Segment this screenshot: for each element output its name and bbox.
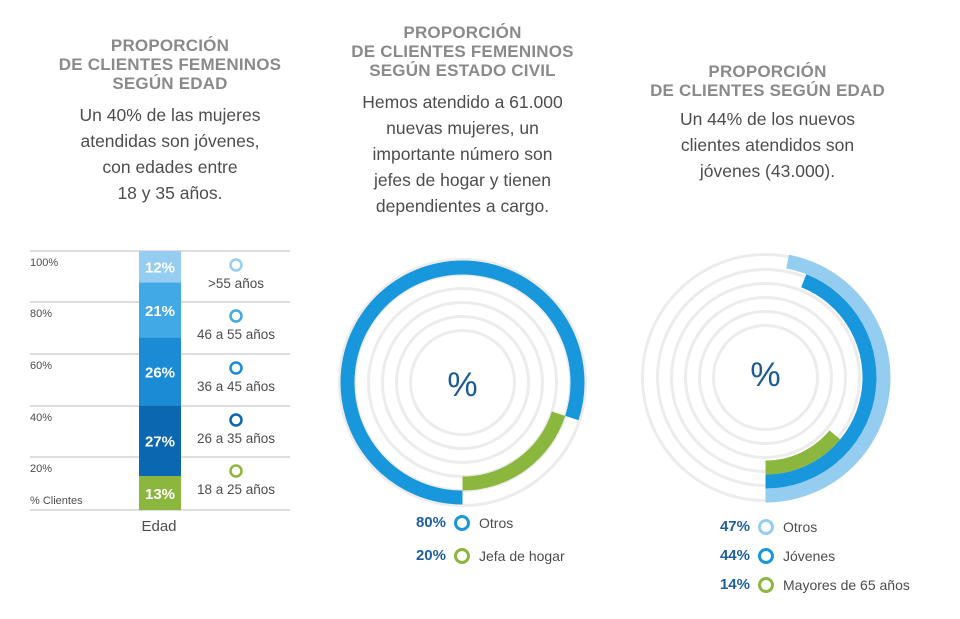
background-ring xyxy=(712,324,819,431)
panel1-title-line: PROPORCIÓN xyxy=(110,36,230,55)
legend-label: Otros xyxy=(783,518,818,535)
legend-pct: 14% xyxy=(719,576,750,593)
background-ring xyxy=(409,329,516,436)
legend-item: 44% Jóvenes xyxy=(704,547,835,564)
legend-dot-icon xyxy=(229,464,243,478)
panel3-desc-line: clientes atendidos son xyxy=(680,135,855,155)
legend-dot-icon xyxy=(229,258,243,272)
legend-label: 26 a 35 años xyxy=(197,431,275,446)
background-ring xyxy=(395,315,530,450)
panel1-title-line: SEGÚN EDAD xyxy=(112,74,228,93)
panel1-desc-line: 18 y 35 años. xyxy=(117,183,223,203)
legend-dot-icon xyxy=(229,309,243,323)
legend-pct: 80% xyxy=(415,514,446,531)
ring3-percent-symbol: % xyxy=(750,356,780,394)
ring2-arcs xyxy=(340,260,585,505)
panel3-description: Un 44% de los nuevos clientes atendidos … xyxy=(630,106,905,184)
legend-dot-icon xyxy=(229,413,243,427)
panel2-description: Hemos atendido a 61.000 nuevas mujeres, … xyxy=(325,89,600,219)
legend-label: >55 años xyxy=(208,276,264,291)
ring3-arcs xyxy=(765,254,891,503)
ring-arc xyxy=(765,430,841,475)
age-stacked-bar-chart: 100% 80% 60% 40% 20% 13% 27% 26% 21% 12% 18 a 25… xyxy=(30,250,290,535)
ring-arc xyxy=(340,260,585,505)
panel2-desc-line: dependientes a cargo. xyxy=(375,196,550,216)
legend-pct: 20% xyxy=(415,547,446,564)
panel2-desc-line: importante número son xyxy=(372,144,553,164)
bar-chart-y-ticks: 100% 80% 60% 40% 20% xyxy=(30,257,58,475)
bar-chart-legend: 18 a 25 años 26 a 35 años 36 a 45 años 46 a… xyxy=(197,258,275,497)
legend-item: 47% Otros xyxy=(704,518,817,535)
legend-pct: 44% xyxy=(719,547,750,564)
legend-dot-icon xyxy=(454,514,470,531)
panel1-title: PROPORCIÓN DE CLIENTES FEMENINOS SEGÚN E… xyxy=(40,36,300,93)
bar-segment xyxy=(139,251,181,283)
panel2-desc-line: nuevas mujeres, un xyxy=(386,118,539,138)
panel2-desc-line: jefes de hogar y tienen xyxy=(373,170,552,190)
legend-label: Jóvenes xyxy=(783,547,836,564)
legend-pct: 47% xyxy=(719,518,750,535)
ring2-percent-symbol: % xyxy=(447,366,477,404)
bar-segment xyxy=(139,282,181,338)
legend-label: 36 a 45 años xyxy=(197,379,275,394)
legend-dot-icon xyxy=(758,547,774,564)
panel2-title-line: PROPORCIÓN xyxy=(403,23,522,42)
panel2-title: PROPORCIÓN DE CLIENTES FEMENINOS SEGÚN E… xyxy=(330,23,595,80)
panel1-title-line: DE CLIENTES FEMENINOS xyxy=(58,55,282,74)
bar-chart-segments: 13% 27% 26% 21% 12% xyxy=(139,251,181,510)
panel3-desc-line: jóvenes (43.000). xyxy=(699,161,836,181)
background-ring xyxy=(698,310,833,445)
legend-label: Otros xyxy=(479,514,514,531)
background-ring xyxy=(684,296,847,459)
bar-data-label: 21% xyxy=(145,303,175,320)
panel3-title-line: DE CLIENTES SEGÚN EDAD xyxy=(650,81,885,100)
legend-item: 80% Otros xyxy=(400,514,513,531)
panel2-title-line: DE CLIENTES FEMENINOS xyxy=(351,42,574,61)
panel2-title-line: SEGÚN ESTADO CIVIL xyxy=(369,61,556,80)
age-ring-chart: % xyxy=(641,253,891,503)
bar-data-label: 12% xyxy=(145,260,175,277)
bar-segment xyxy=(139,405,181,476)
legend-dot-icon xyxy=(758,518,774,535)
panel3-title-line: PROPORCIÓN xyxy=(708,62,827,81)
bar-chart-ylabel: % Clientes xyxy=(30,495,83,507)
panel3-title: PROPORCIÓN DE CLIENTES SEGÚN EDAD xyxy=(635,62,900,100)
ring-arc xyxy=(462,411,566,491)
y-tick-label: 60% xyxy=(30,360,52,372)
bar-segment xyxy=(139,337,181,406)
y-tick-label: 100% xyxy=(30,257,58,269)
bar-segment xyxy=(139,475,181,510)
legend-label: Jefa de hogar xyxy=(479,547,565,564)
panel1-desc-line: atendidas son jóvenes, xyxy=(80,131,260,151)
panel2-desc-line: Hemos atendido a 61.000 xyxy=(362,92,563,112)
bar-data-label: 27% xyxy=(145,434,175,451)
y-tick-label: 20% xyxy=(30,463,52,475)
legend-label: 46 a 55 años xyxy=(197,327,275,342)
panel1-desc-line: Un 40% de las mujeres xyxy=(79,105,261,125)
legend-dot-icon xyxy=(229,361,243,375)
ring-arc xyxy=(765,254,891,503)
legend-label: Mayores de 65 años xyxy=(783,576,910,593)
y-tick-label: 40% xyxy=(30,412,52,424)
legend-label: 18 a 25 años xyxy=(197,482,275,497)
background-ring xyxy=(338,258,587,507)
bar-chart-xlabel: Edad xyxy=(141,518,176,535)
legend-dot-icon xyxy=(454,547,470,564)
background-ring xyxy=(381,301,544,464)
legend-dot-icon xyxy=(758,576,774,593)
bar-data-label: 26% xyxy=(145,364,175,381)
panel1-desc-line: con edades entre xyxy=(102,157,238,177)
y-tick-label: 80% xyxy=(30,308,52,320)
ring-arc xyxy=(765,274,877,489)
bar-data-label: 13% xyxy=(145,486,175,503)
legend-item: 20% Jefa de hogar xyxy=(400,547,565,564)
panel3-desc-line: Un 44% de los nuevos xyxy=(679,109,856,129)
panel1-description: Un 40% de las mujeres atendidas son jóve… xyxy=(30,102,310,206)
legend-item: 14% Mayores de 65 años xyxy=(704,576,910,593)
civil-status-ring-chart: % xyxy=(338,258,587,507)
